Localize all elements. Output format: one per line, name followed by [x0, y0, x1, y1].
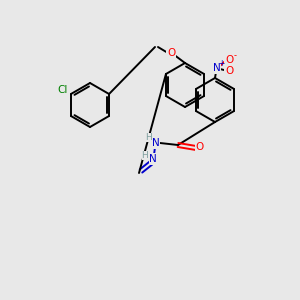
Text: O: O	[225, 55, 233, 65]
Text: H: H	[142, 151, 148, 160]
Text: N: N	[149, 154, 157, 164]
Text: O: O	[167, 48, 175, 58]
Text: H: H	[146, 133, 152, 142]
Text: N: N	[213, 63, 221, 73]
Text: Cl: Cl	[58, 85, 68, 95]
Text: +: +	[218, 58, 224, 68]
Text: O: O	[196, 142, 204, 152]
Text: -: -	[233, 52, 236, 61]
Text: N: N	[152, 138, 160, 148]
Text: O: O	[225, 66, 233, 76]
